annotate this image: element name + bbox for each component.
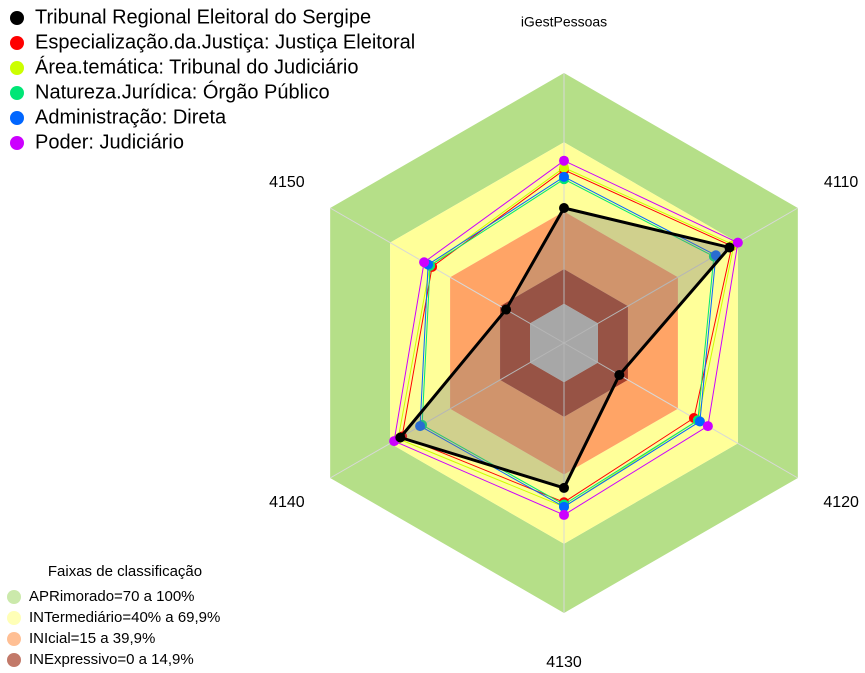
point [395,432,406,443]
legend-label: Tribunal Regional Eleitoral do Sergipe [35,6,371,28]
band-legend-marker [7,632,21,646]
axis-label: 4120 [823,494,859,511]
axis-label: 4110 [824,174,859,191]
band [390,142,738,544]
legend-label: Especialização.da.Justiça: Justiça Eleit… [35,31,415,53]
legend-label: Área.temática: Tribunal do Judiciário [35,55,359,78]
point [419,257,430,268]
band [450,211,678,475]
point [724,242,735,253]
band-legend-marker [7,590,21,604]
axis-label: 4140 [269,494,305,511]
point [732,237,743,248]
point [415,421,426,432]
point [559,171,569,182]
point [614,369,625,380]
point [694,416,705,427]
legend-label: Administração: Direta [35,106,227,128]
legend-marker [10,61,24,75]
point [559,203,569,213]
spoke [563,342,799,479]
band-legend-label: INExpressivo=0 a 14,9% [29,651,194,668]
legend-marker [10,36,24,50]
bands-title: Faixas de classificação [48,563,202,580]
band-legend-marker [7,611,21,625]
axis-label: iGestPessoas [521,14,607,30]
band [500,269,628,417]
point [559,509,569,520]
legend-label: Natureza.Jurídica: Órgão Público [35,80,330,103]
band-legend-label: INTermediário=40% a 69,9% [29,609,220,626]
legend-marker [10,136,24,150]
point [501,304,512,315]
point [559,501,569,512]
point [559,155,569,166]
spoke [563,207,799,344]
band [330,73,798,613]
axis-label: 4150 [269,174,305,191]
point [702,421,713,432]
legend-label: Poder: Judiciário [35,131,184,153]
band-legend-label: INIcial=15 a 39,9% [29,630,155,647]
spoke [329,342,565,479]
band-legend-marker [7,653,21,667]
legend-marker [10,86,24,100]
point [559,162,569,173]
spoke [329,207,565,344]
point [559,482,569,493]
legend-marker [10,11,24,25]
point [710,250,721,261]
band-legend-label: APRimorado=70 a 100% [29,588,195,605]
axis-label: 4130 [546,654,582,671]
legend-marker [10,111,24,125]
